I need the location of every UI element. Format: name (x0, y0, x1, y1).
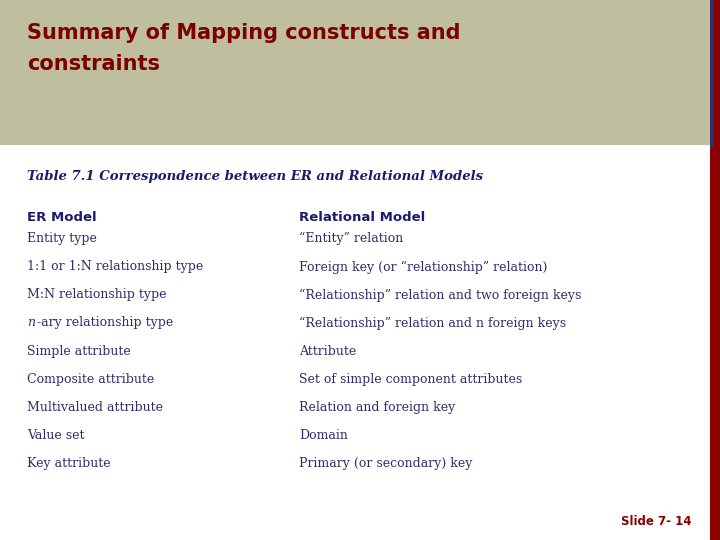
Text: Table 7.1 Correspondence between ER and Relational Models: Table 7.1 Correspondence between ER and … (27, 170, 484, 183)
Text: Set of simple component attributes: Set of simple component attributes (299, 373, 522, 386)
Text: Summary of Mapping constructs and: Summary of Mapping constructs and (27, 23, 461, 43)
Bar (710, 0, 720, 540)
Text: Entity type: Entity type (27, 232, 97, 245)
Text: Relational Model: Relational Model (299, 211, 425, 224)
Text: ER Model: ER Model (27, 211, 97, 224)
Text: Composite attribute: Composite attribute (27, 373, 155, 386)
Text: “Relationship” relation and two foreign keys: “Relationship” relation and two foreign … (299, 288, 581, 302)
Text: Primary (or secondary) key: Primary (or secondary) key (299, 457, 472, 470)
Text: Foreign key (or “relationship” relation): Foreign key (or “relationship” relation) (299, 260, 547, 274)
Text: constraints: constraints (27, 54, 161, 74)
Text: Domain: Domain (299, 429, 348, 442)
Text: Attribute: Attribute (299, 345, 356, 357)
Text: -ary relationship type: -ary relationship type (37, 316, 173, 329)
Bar (0, 0, 710, 145)
Text: 1:1 or 1:N relationship type: 1:1 or 1:N relationship type (27, 260, 204, 273)
Text: Value set: Value set (27, 429, 85, 442)
Text: M:N relationship type: M:N relationship type (27, 288, 167, 301)
Text: “Entity” relation: “Entity” relation (299, 232, 403, 246)
Text: Key attribute: Key attribute (27, 457, 111, 470)
Text: Multivalued attribute: Multivalued attribute (27, 401, 163, 414)
Text: n: n (27, 316, 35, 329)
Text: Simple attribute: Simple attribute (27, 345, 131, 357)
Text: Relation and foreign key: Relation and foreign key (299, 401, 455, 414)
Text: Slide 7- 14: Slide 7- 14 (621, 515, 691, 528)
Text: “Relationship” relation and n foreign keys: “Relationship” relation and n foreign ke… (299, 316, 566, 330)
Bar (710, 0, 714, 147)
